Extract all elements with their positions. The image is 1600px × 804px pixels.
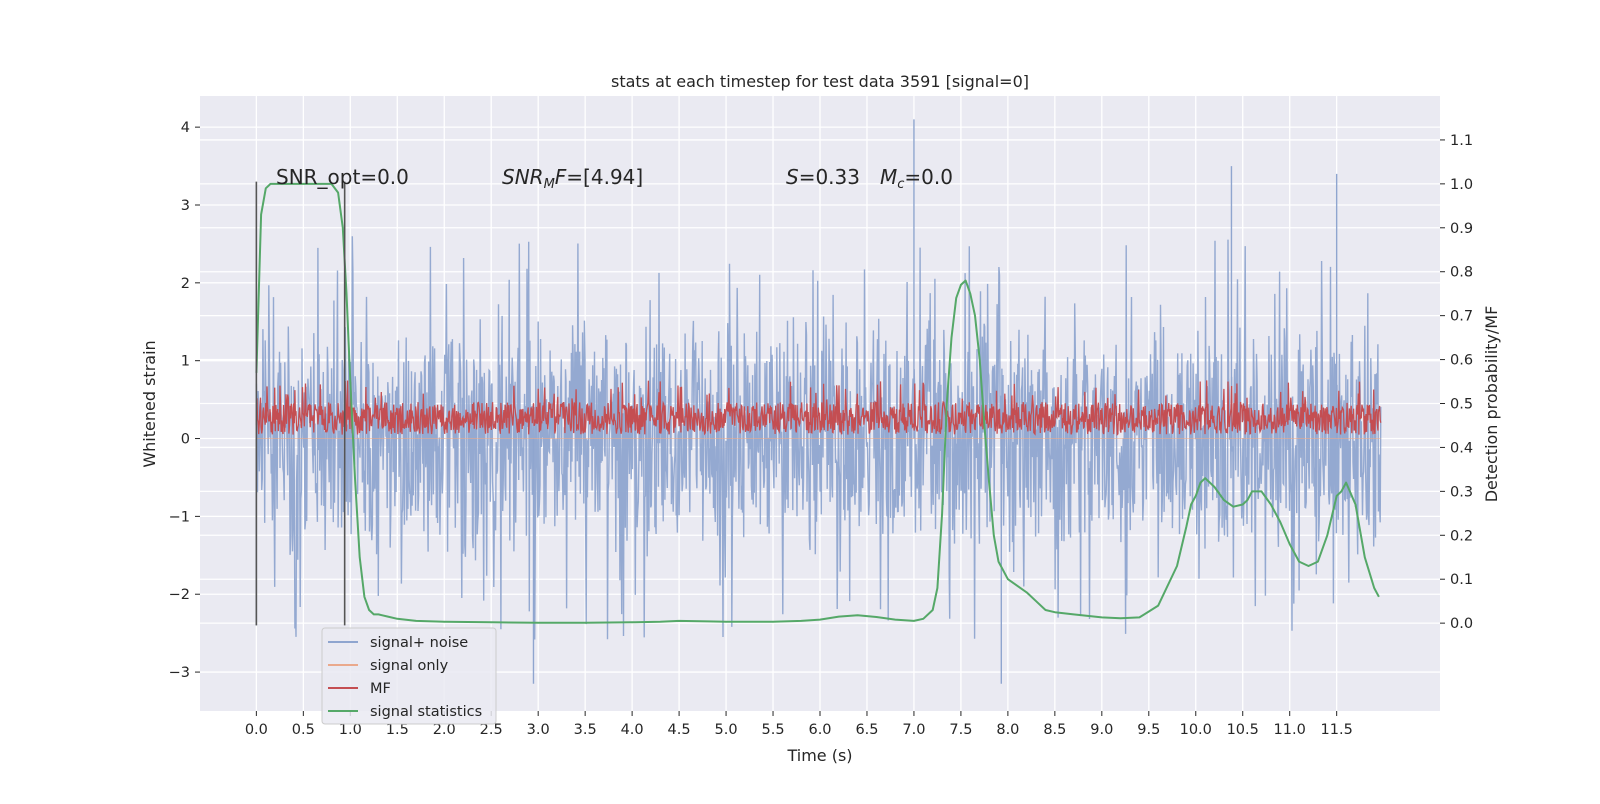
annotation-mc-value: =0.0 xyxy=(904,165,953,189)
y2-tick-label: 0.0 xyxy=(1450,616,1473,632)
x-tick-label: 5.5 xyxy=(761,722,784,738)
x-tick-label: 4.0 xyxy=(621,722,644,738)
y2-tick-label: 0.6 xyxy=(1450,353,1473,369)
x-axis-label: Time (s) xyxy=(786,746,852,765)
annotation-snr-mf: SNRMF=[4.94] xyxy=(502,165,643,192)
y-tick-label: −1 xyxy=(169,509,190,525)
marker-lines xyxy=(255,181,346,626)
x-tick-label: 2.5 xyxy=(480,722,503,738)
y-tick-label: 2 xyxy=(181,276,190,292)
annotation-snr-mf-value: =[4.94] xyxy=(566,165,643,189)
legend-label: MF xyxy=(370,681,391,697)
y2-tick-label: 0.3 xyxy=(1450,484,1473,500)
x-axis-ticks: 0.0 0.5 1.0 1.5 2.0 2.5 3.0 3.5 4.0 4.5 5.0 5.5 6.0 6… xyxy=(245,711,1353,738)
x-tick-label: 9.5 xyxy=(1137,722,1160,738)
y2-tick-label: 0.5 xyxy=(1450,397,1473,413)
chart-title: stats at each timestep for test data 359… xyxy=(611,72,1029,91)
x-tick-label: 6.0 xyxy=(808,722,831,738)
y-tick-label: 1 xyxy=(181,354,190,370)
legend-box xyxy=(321,627,497,725)
y-tick-label: 4 xyxy=(181,120,190,136)
legend-label: signal statistics xyxy=(370,704,482,720)
annotations: SNR_opt=0.0 SNRMF=[4.94] S=0.33 Mc=0.0 xyxy=(276,165,953,192)
annotation-snr-opt: SNR_opt=0.0 xyxy=(276,165,409,189)
annotation-mc-subscript: c xyxy=(897,177,904,192)
x-tick-label: 11.5 xyxy=(1321,722,1353,738)
y2-tick-label: 0.8 xyxy=(1450,265,1473,281)
y2-tick-label: 1.0 xyxy=(1450,177,1473,193)
x-tick-label: 3.0 xyxy=(527,722,550,738)
y-axis-label: Whitened strain xyxy=(140,340,159,467)
x-tick-label: 9.0 xyxy=(1090,722,1113,738)
x-tick-label: 8.5 xyxy=(1043,722,1066,738)
series-layer xyxy=(255,119,1382,684)
x-tick-label: 6.5 xyxy=(855,722,878,738)
x-tick-label: 4.5 xyxy=(668,722,691,738)
annotation-s-symbol: S xyxy=(786,165,799,189)
x-tick-label: 11.0 xyxy=(1274,722,1306,738)
x-tick-label: 0.5 xyxy=(292,722,315,738)
x-tick-label: 3.5 xyxy=(574,722,597,738)
x-tick-label: 7.0 xyxy=(902,722,925,738)
annotation-snr-mf-subscript: M xyxy=(544,177,555,192)
y-tick-label: −3 xyxy=(169,665,190,681)
y-axis-ticks: −3 −2 −1 0 1 2 3 4 xyxy=(169,120,200,681)
y2-axis-label: Detection probability/MF xyxy=(1482,306,1501,503)
series-mf xyxy=(255,380,1382,437)
annotation-snr-mf-suffix-f: F xyxy=(555,165,567,189)
annotation-mc: Mc=0.0 xyxy=(880,165,953,192)
y2-axis-ticks: 0.0 0.1 0.2 0.3 0.4 0.5 0.6 0.7 0.8 0.9 1.0 1.1 xyxy=(1440,133,1473,632)
annotation-snr-mf-symbol: SNR xyxy=(502,165,544,189)
y2-tick-label: 0.2 xyxy=(1450,528,1473,544)
legend-label: signal+ noise xyxy=(370,635,468,651)
x-tick-label: 7.5 xyxy=(949,722,972,738)
y2-tick-label: 0.1 xyxy=(1450,572,1473,588)
series-signal-statistics xyxy=(255,182,1380,624)
legend: signal+ noise signal only MF signal statist… xyxy=(321,627,497,725)
annotation-s-value: =0.33 xyxy=(799,165,860,189)
y-tick-label: −2 xyxy=(169,587,190,603)
legend-label: signal only xyxy=(370,658,449,674)
x-tick-label: 10.0 xyxy=(1180,722,1212,738)
x-tick-label: 10.5 xyxy=(1227,722,1259,738)
x-tick-label: 0.0 xyxy=(245,722,268,738)
x-tick-label: 5.0 xyxy=(715,722,738,738)
y2-tick-label: 1.1 xyxy=(1450,133,1473,149)
y2-tick-label: 0.4 xyxy=(1450,440,1473,456)
x-tick-label: 1.0 xyxy=(339,722,362,738)
x-tick-label: 8.0 xyxy=(996,722,1019,738)
x-tick-label: 2.0 xyxy=(433,722,456,738)
y-tick-label: 3 xyxy=(181,198,190,214)
y2-tick-label: 0.9 xyxy=(1450,221,1473,237)
annotation-s: S=0.33 xyxy=(786,165,860,189)
annotation-mc-symbol: M xyxy=(880,165,897,189)
legend-items: signal+ noise signal only MF signal statist… xyxy=(328,635,482,720)
x-tick-label: 1.5 xyxy=(386,722,409,738)
y2-tick-label: 0.7 xyxy=(1450,309,1473,325)
y-tick-label: 0 xyxy=(181,432,190,448)
